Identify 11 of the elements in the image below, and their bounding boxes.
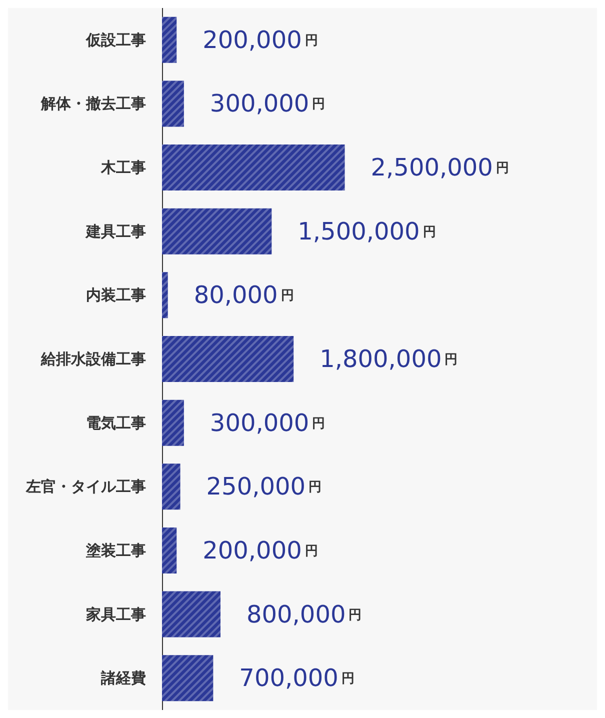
y-tick-label: 諸経費 xyxy=(100,669,146,688)
y-tick-label: 仮設工事 xyxy=(85,30,146,49)
y-tick-label: 内装工事 xyxy=(86,286,146,304)
y-tick-label: 解体・撤去工事 xyxy=(40,94,146,113)
y-tick-label: 給排水設備工事 xyxy=(40,350,146,368)
y-tick-label: 家具工事 xyxy=(85,605,146,624)
y-tick-label: 電気工事 xyxy=(86,414,146,432)
y-tick-label: 塗装工事 xyxy=(85,541,146,560)
y-tick-label: 木工事 xyxy=(100,158,146,177)
y-tick-label: 左官・タイル工事 xyxy=(25,478,146,496)
y-tick-label: 建具工事 xyxy=(85,222,146,240)
